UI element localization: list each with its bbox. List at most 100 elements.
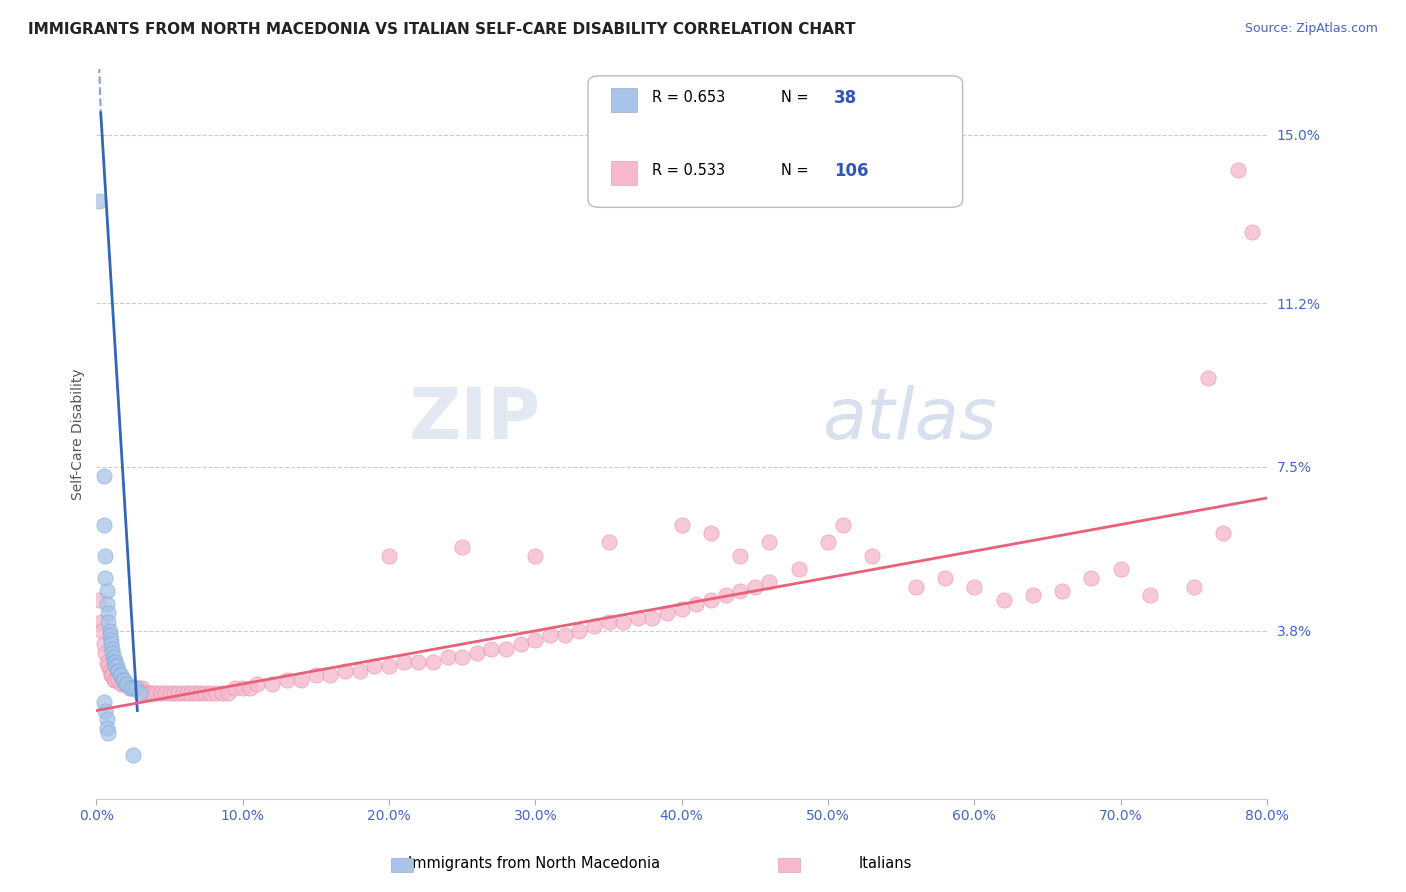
Point (103, 650, 125, 665)
Point (125, 681, 148, 696)
Point (904, 580, 927, 594)
Point (118, 681, 141, 696)
Point (1182, 580, 1205, 594)
Point (94, 549, 117, 563)
Point (200, 686, 222, 700)
Point (118, 681, 141, 696)
Point (97, 725, 120, 739)
Point (305, 668, 328, 682)
Point (101, 668, 124, 682)
Point (91, 624, 114, 638)
Text: IMMIGRANTS FROM NORTH MACEDONIA VS ITALIAN SELF-CARE DISABILITY CORRELATION CHAR: IMMIGRANTS FROM NORTH MACEDONIA VS ITALI… (28, 22, 856, 37)
Point (224, 681, 246, 696)
Point (89, 194, 111, 209)
Point (107, 664, 129, 678)
Point (993, 592, 1015, 607)
Point (107, 664, 129, 678)
Text: atlas: atlas (823, 384, 997, 454)
Point (97, 659, 120, 673)
Point (115, 677, 138, 691)
Point (205, 686, 228, 700)
Point (108, 668, 131, 682)
Y-axis label: Self-Care Disability: Self-Care Disability (72, 368, 86, 500)
Point (1226, 163, 1249, 178)
Point (538, 628, 561, 642)
Point (125, 681, 148, 696)
Point (211, 686, 233, 700)
Point (93, 468, 115, 483)
Point (98, 624, 121, 638)
Point (122, 681, 145, 696)
Point (172, 686, 194, 700)
Point (93, 517, 115, 532)
Point (153, 686, 176, 700)
Point (111, 673, 134, 687)
Point (134, 686, 156, 700)
Text: N =: N = (782, 90, 808, 105)
Point (122, 681, 145, 696)
Point (1022, 588, 1045, 602)
Point (128, 681, 150, 696)
Point (465, 646, 488, 660)
Point (98, 664, 121, 678)
Point (481, 641, 503, 656)
Point (1139, 588, 1161, 602)
Point (787, 562, 810, 576)
Text: Immigrants from North Macedonia: Immigrants from North Macedonia (408, 856, 661, 871)
Point (1050, 584, 1073, 599)
Point (495, 641, 517, 656)
Point (627, 610, 650, 624)
FancyBboxPatch shape (612, 161, 637, 186)
Point (93, 637, 115, 651)
Point (90, 615, 112, 629)
Point (96, 584, 118, 599)
Point (378, 659, 401, 673)
Point (188, 686, 211, 700)
Point (598, 615, 620, 629)
Point (554, 628, 576, 642)
Point (110, 668, 132, 682)
Point (728, 549, 751, 563)
Point (97, 606, 120, 620)
Point (96, 712, 118, 726)
Point (94, 704, 117, 718)
Point (671, 601, 693, 615)
Point (582, 619, 605, 633)
Point (104, 673, 127, 687)
Point (97, 615, 120, 629)
FancyBboxPatch shape (588, 76, 963, 207)
Point (612, 615, 634, 629)
Point (685, 597, 707, 611)
Point (700, 592, 723, 607)
Point (105, 659, 128, 673)
Point (655, 606, 678, 620)
Text: R = 0.653: R = 0.653 (652, 90, 725, 105)
Point (139, 686, 162, 700)
Point (290, 673, 312, 687)
Point (714, 588, 737, 602)
Point (1109, 562, 1132, 576)
Text: R = 0.533: R = 0.533 (652, 163, 725, 178)
Point (104, 655, 127, 669)
Point (963, 580, 986, 594)
Text: Source: ZipAtlas.com: Source: ZipAtlas.com (1244, 22, 1378, 36)
Point (436, 650, 458, 665)
Point (159, 686, 181, 700)
Point (100, 668, 122, 682)
Text: ZIP: ZIP (409, 384, 541, 454)
Point (93, 695, 115, 709)
Point (1212, 526, 1234, 541)
Point (136, 686, 159, 700)
Point (260, 677, 283, 691)
Text: Italians: Italians (859, 856, 912, 871)
Point (101, 641, 124, 656)
Point (112, 677, 135, 691)
Point (96, 655, 118, 669)
Point (744, 580, 766, 594)
Point (96, 597, 118, 611)
Point (246, 677, 269, 691)
Point (96, 721, 118, 735)
Point (1197, 371, 1219, 385)
Text: 106: 106 (834, 161, 869, 180)
Point (392, 655, 415, 669)
